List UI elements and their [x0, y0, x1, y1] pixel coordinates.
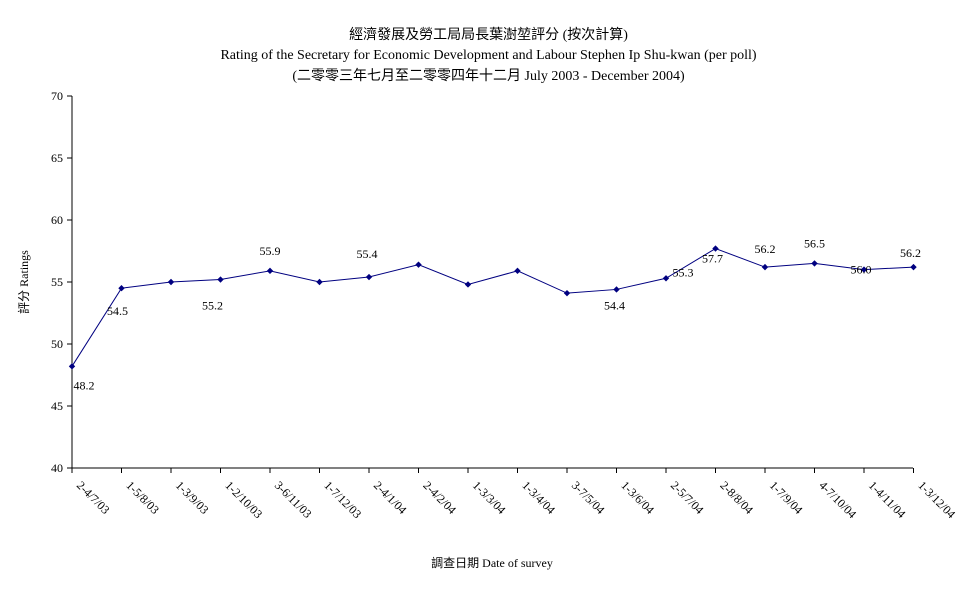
chart-subtitle: Rating of the Secretary for Economic Dev… — [220, 48, 757, 63]
axes — [71, 96, 913, 469]
data-point — [662, 275, 670, 282]
x-tick-label: 1-7/12/03 — [321, 478, 364, 521]
data-label: 56.5 — [804, 236, 825, 250]
y-ticks: 40 45 50 55 60 65 70 — [51, 89, 72, 475]
data-label: 56.2 — [900, 246, 921, 260]
x-tick-label: 2-4/2/04 — [420, 478, 459, 517]
data-label: 55.2 — [202, 299, 223, 313]
data-point — [860, 266, 868, 273]
y-tick-label: 45 — [51, 399, 63, 413]
x-tick-label: 1-7/9/04 — [767, 478, 806, 517]
x-tick-label: 2-4/1/04 — [371, 478, 410, 517]
data-label: 56.0 — [851, 263, 872, 277]
data-label: 55.4 — [357, 247, 378, 261]
x-tick-label: 2-4/7/03 — [74, 478, 113, 517]
data-point — [167, 278, 175, 286]
data-label: 55.3 — [673, 265, 694, 279]
y-tick-label: 70 — [51, 89, 63, 103]
x-axis-title: 調查日期 Date of survey — [431, 556, 553, 570]
x-tick-label: 1-3/12/04 — [915, 478, 958, 521]
y-tick-label: 55 — [51, 275, 63, 289]
x-tick-label: 3-7/5/04 — [569, 478, 608, 517]
x-tick-label: 1-3/9/03 — [173, 478, 212, 517]
data-point — [910, 263, 917, 271]
data-point — [316, 278, 323, 286]
data-point — [118, 285, 125, 292]
y-tick-label: 50 — [51, 337, 63, 351]
data-label: 48.2 — [74, 378, 95, 392]
x-tick-label: 2-8/8/04 — [717, 478, 756, 517]
y-axis-title: 評分 Ratings — [16, 250, 31, 314]
x-tick-label: 2-5/7/04 — [668, 478, 707, 517]
data-point — [514, 267, 521, 275]
x-tick-label: 1-2/10/03 — [222, 478, 265, 521]
data-label: 55.9 — [260, 244, 281, 258]
data-point — [217, 276, 224, 283]
x-tick-label: 1-3/6/04 — [618, 478, 657, 517]
y-tick-label: 60 — [51, 213, 63, 227]
x-tick-label: 1-3/4/04 — [519, 478, 558, 517]
data-label: 56.2 — [755, 242, 776, 256]
series-line — [71, 247, 914, 367]
chart-date-range: (二零零三年七月至二零零四年十二月 July 2003 - December 2… — [292, 69, 685, 84]
data-label: 57.7 — [702, 252, 723, 266]
x-tick-label: 1-4/11/04 — [866, 478, 909, 521]
data-point — [68, 363, 76, 370]
y-tick-label: 65 — [51, 151, 63, 165]
x-tick-label: 3-6/11/03 — [272, 478, 315, 521]
data-point — [563, 289, 571, 297]
chart-title: 經濟發展及勞工局局長葉澍堃評分 (按次計算) — [349, 28, 628, 43]
data-point — [266, 267, 274, 275]
y-tick-label: 40 — [51, 461, 63, 475]
data-point — [811, 260, 818, 267]
data-point — [415, 261, 422, 268]
data-point — [464, 281, 472, 288]
data-point — [761, 263, 769, 271]
data-point — [613, 286, 620, 293]
data-labels: 48.2 54.5 55.2 55.9 55.4 54.4 55.3 57.7 56.2 56.5… — [74, 236, 922, 392]
x-tick-label: 1-5/8/03 — [123, 478, 162, 517]
x-tick-label: 1-3/3/04 — [470, 478, 509, 517]
data-point — [365, 273, 373, 281]
data-label: 54.4 — [604, 298, 625, 312]
series-ratings — [68, 245, 917, 370]
data-label: 54.5 — [107, 304, 128, 318]
data-point — [712, 245, 719, 252]
x-tick-label: 4-7/10/04 — [816, 478, 859, 521]
x-ticks: 2-4/7/03 1-5/8/03 1-3/9/03 1-2/10/03 3-6/11/… — [71, 468, 958, 521]
